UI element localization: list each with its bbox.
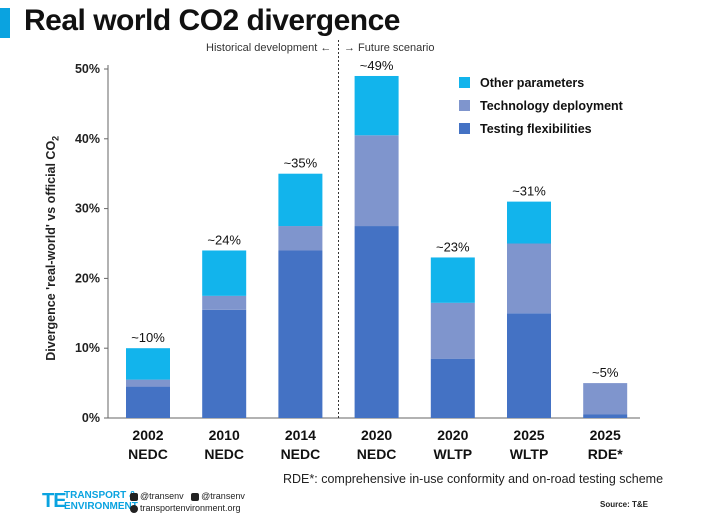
y-tick-label: 40% — [75, 132, 100, 146]
total-label: ~35% — [284, 156, 318, 171]
bar-segment — [278, 226, 323, 251]
footnote: RDE*: comprehensive in-use conformity an… — [283, 472, 664, 486]
globe-icon — [130, 504, 138, 513]
logo-mark: TE — [42, 490, 67, 512]
bar-segment — [507, 243, 551, 314]
total-label: ~23% — [436, 239, 470, 254]
logo-line-2: ENVIRONMENT — [64, 501, 138, 512]
chart-title: Real world CO2 divergence — [24, 4, 400, 37]
x-category-label: WLTP — [510, 446, 549, 462]
bar-segment — [278, 250, 323, 418]
bar-segment — [583, 383, 628, 415]
legend-label: Other parameters — [480, 76, 584, 90]
x-category-label: RDE* — [588, 446, 624, 462]
x-category-label: NEDC — [281, 446, 321, 462]
x-category-label: 2025 — [513, 427, 544, 443]
y-tick-label: 20% — [75, 271, 100, 285]
bar-segment — [583, 414, 628, 418]
bar-segment — [507, 201, 551, 244]
legend-swatch — [459, 100, 470, 111]
bar-segment — [202, 295, 247, 310]
total-label: ~5% — [592, 365, 619, 380]
x-category-label: 2002 — [132, 427, 163, 443]
legend-label: Technology deployment — [480, 99, 624, 113]
historical-label: Historical development ← — [206, 42, 332, 54]
twitter-icon — [130, 492, 138, 501]
total-label: ~49% — [360, 58, 394, 73]
facebook-icon — [191, 492, 200, 501]
x-category-label: NEDC — [357, 446, 397, 462]
logo-text: TRANSPORT & ENVIRONMENT — [64, 490, 138, 512]
y-tick-label: 30% — [75, 202, 100, 216]
source-note: Source: T&E — [599, 500, 648, 509]
x-category-label: 2020 — [361, 427, 392, 443]
x-category-label: 2014 — [285, 427, 316, 443]
bar-segment — [202, 309, 247, 418]
legend-swatch — [459, 123, 470, 134]
bar-segment — [354, 135, 399, 227]
twitter-handle[interactable]: @transenv — [140, 491, 184, 501]
bar-segment — [278, 173, 323, 227]
website-link[interactable]: transportenvironment.org — [140, 503, 241, 513]
y-tick-label: 0% — [82, 411, 100, 425]
bar-segment — [430, 257, 475, 303]
y-tick-label: 10% — [75, 341, 100, 355]
x-category-label: NEDC — [204, 446, 244, 462]
bar-segment — [354, 226, 399, 418]
total-label: ~10% — [131, 330, 165, 345]
social-links: @transenv @transenv transportenvironment… — [130, 490, 245, 514]
x-category-label: WLTP — [433, 446, 472, 462]
bar-segment — [202, 250, 247, 296]
x-category-label: 2010 — [209, 427, 240, 443]
bar-segment — [507, 313, 551, 418]
legend-swatch — [459, 77, 470, 88]
logo-line-1: TRANSPORT & — [64, 490, 137, 501]
stacked-bar-chart: 0% 10% 20% 30% 40% 50% ~10% 2002 NEDC ~24% 2010 NED… — [75, 40, 640, 462]
y-tick-label: 50% — [75, 62, 100, 76]
title-accent-bar — [0, 8, 10, 38]
x-category-label: NEDC — [128, 446, 168, 462]
legend-label: Testing flexibilities — [480, 122, 592, 136]
future-label: → Future scenario — [344, 42, 435, 54]
x-category-label: 2025 — [590, 427, 621, 443]
bar-segment — [126, 386, 170, 418]
bar-segment — [126, 348, 170, 380]
facebook-handle[interactable]: @transenv — [201, 491, 245, 501]
bar-segment — [354, 75, 399, 136]
x-category-label: 2020 — [437, 427, 468, 443]
bar-segment — [430, 358, 475, 418]
bar-segment — [126, 379, 170, 387]
total-label: ~31% — [512, 184, 546, 199]
bar-segment — [430, 302, 475, 359]
total-label: ~24% — [207, 232, 241, 247]
